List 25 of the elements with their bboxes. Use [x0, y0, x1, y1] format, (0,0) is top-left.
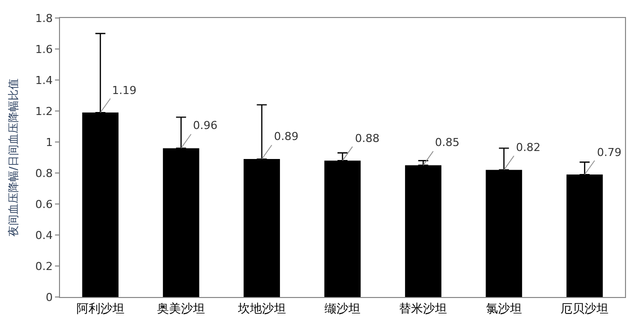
y-tick-label: 0.4 [35, 228, 53, 242]
x-tick-label: 阿利沙坦 [76, 301, 124, 316]
y-tick-label: 1.4 [35, 74, 53, 87]
y-tick-label: 0.8 [35, 166, 53, 180]
x-tick-label: 氯沙坦 [486, 301, 522, 316]
y-tick-label: 1.2 [35, 104, 53, 118]
x-tick-label: 替米沙坦 [399, 301, 448, 316]
data-label: 1.19 [112, 84, 136, 97]
x-tick-label: 缬沙坦 [324, 301, 360, 316]
data-label: 0.79 [597, 146, 622, 159]
y-tick-label: 1.8 [35, 12, 53, 25]
x-tick-label: 坎地沙坦 [236, 301, 286, 316]
y-axis-title: 夜间血压降幅/日间血压降幅比值 [6, 78, 20, 236]
y-tick-label: 0.2 [35, 260, 53, 273]
y-tick-label: 0 [46, 290, 53, 304]
data-label: 0.85 [435, 136, 460, 149]
y-tick-label: 1 [46, 136, 53, 149]
y-tick-label: 0.6 [35, 198, 53, 211]
data-label: 0.82 [516, 141, 540, 154]
data-label: 0.96 [193, 119, 218, 132]
x-tick-label: 奥美沙坦 [157, 301, 206, 316]
data-label: 0.89 [274, 130, 298, 143]
x-tick-label: 厄贝沙坦 [560, 301, 609, 316]
data-label: 0.88 [355, 132, 380, 145]
y-tick-label: 1.6 [35, 42, 53, 56]
